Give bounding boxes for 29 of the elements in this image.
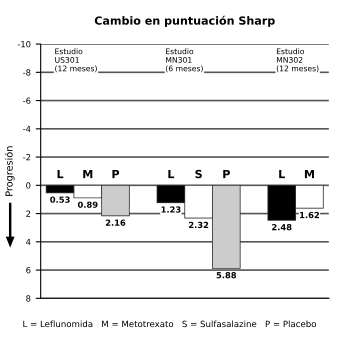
data-label: 5.88 — [216, 272, 236, 278]
x-tick-label: P — [112, 170, 120, 178]
x-tick-label: P — [223, 170, 230, 178]
data-label: 2.32 — [188, 222, 208, 228]
text: L = Leflunomida M = Metotrexato S = Sulfasalazine P = Placebo — [23, 320, 316, 328]
data-label: 0.53 — [50, 196, 70, 203]
y-tick-label: 4 — [26, 238, 30, 245]
chart-title: Cambio en puntuación Sharp — [94, 16, 275, 27]
data-label: 2.48 — [272, 224, 292, 230]
y-tick-label: -2 — [23, 154, 30, 160]
x-tick-label: L — [58, 170, 64, 178]
y-tick-label: -8 — [23, 69, 30, 76]
data-label: 0.89 — [78, 202, 98, 208]
data-label: 2.16 — [106, 220, 126, 226]
y-tick-label: 6 — [26, 267, 30, 274]
data-label: 1.23 — [162, 206, 181, 213]
data-label: 1.62 — [300, 212, 319, 218]
y-tick-label: -10 — [18, 41, 30, 48]
y-axis-title: Progresión — [4, 146, 15, 196]
y-tick-label: -4 — [23, 126, 30, 132]
x-tick-label: M — [83, 170, 92, 178]
x-tick-label: M — [304, 170, 314, 178]
x-tick-label: L — [168, 170, 174, 178]
y-tick-label: -6 — [23, 98, 30, 104]
y-tick-label: 8 — [26, 295, 30, 302]
y-tick-label: 2 — [26, 210, 30, 217]
x-tick-label: L — [279, 170, 285, 178]
x-tick-label: S — [195, 170, 202, 178]
y-tick-label: 0 — [26, 182, 30, 189]
